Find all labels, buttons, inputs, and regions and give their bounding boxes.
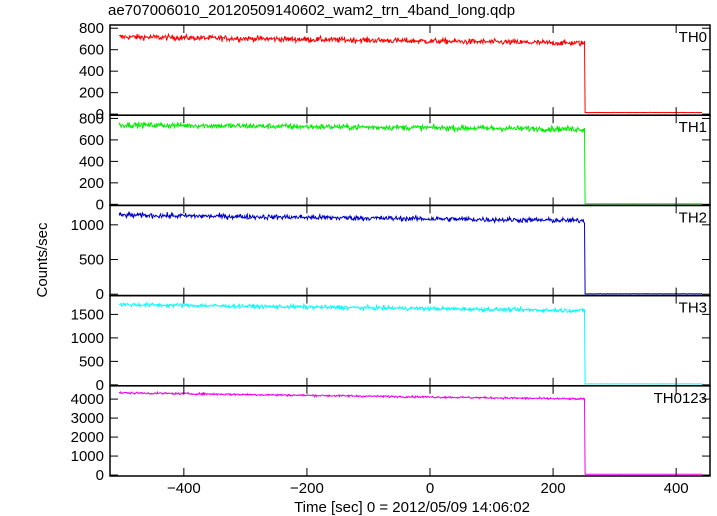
y-tick-label: 800 [79, 20, 104, 37]
y-tick-label: 0 [96, 106, 104, 123]
panel-th0123: 0 1000 2000 3000 4000 TH0123 [71, 385, 711, 484]
y-tick-label: 200 [79, 85, 104, 102]
y-tick-label: 0 [96, 196, 104, 213]
y-tick-label: 0 [96, 377, 104, 394]
series-line-th2 [118, 211, 703, 295]
y-tick-label: 3000 [71, 410, 104, 427]
y-tick-label: 1500 [71, 306, 104, 323]
x-axis: −400 −200 0 200 400 [167, 480, 689, 497]
panel-th2: 0 500 1000 TH2 [71, 204, 711, 303]
panel-th1: 0 200 400 600 800 TH1 [79, 110, 711, 213]
panel-th0: 0 200 400 600 800 TH0 [79, 20, 711, 123]
x-axis-label: Time [sec] 0 = 2012/05/09 14:06:02 [294, 499, 530, 516]
y-tick-label: 1000 [71, 330, 104, 347]
y-tick-label: 2000 [71, 429, 104, 446]
y-tick-label: 1000 [71, 217, 104, 234]
x-tick-label: 200 [541, 480, 566, 497]
y-axis-label: Counts/sec [34, 222, 51, 298]
y-tick-label: 400 [79, 153, 104, 170]
y-tick-label: 800 [79, 110, 104, 127]
series-line-th3 [118, 301, 703, 385]
x-tick-label: 0 [426, 480, 434, 497]
y-tick-label: 0 [96, 467, 104, 484]
series-line-th1 [118, 121, 702, 205]
panel-label-th0: TH0 [679, 29, 707, 46]
y-tick-label: 400 [79, 63, 104, 80]
panel-th3: 0 500 1000 1500 TH3 [71, 294, 711, 394]
panels-group: 0 200 400 600 800 TH0 0 200 400 600 800 TH1 0 500 1000… [71, 20, 711, 484]
y-tick-label: 4000 [71, 391, 104, 408]
series-line-th0 [118, 32, 702, 114]
panel-frame [109, 385, 711, 477]
y-tick-label: 600 [79, 132, 104, 149]
panel-label-th0123: TH0123 [654, 390, 707, 407]
panel-label-th1: TH1 [679, 119, 707, 136]
x-tick-label: −400 [167, 480, 201, 497]
x-tick-label: 400 [664, 480, 689, 497]
series-line-th0123 [118, 390, 702, 475]
y-tick-label: 200 [79, 175, 104, 192]
y-tick-label: 500 [79, 353, 104, 370]
x-tick-label: −200 [290, 480, 324, 497]
y-tick-label: 600 [79, 42, 104, 59]
y-tick-label: 500 [79, 252, 104, 269]
panel-label-th2: TH2 [679, 209, 707, 226]
panel-label-th3: TH3 [679, 300, 707, 317]
y-tick-label: 0 [96, 286, 104, 303]
chart-title: ae707006010_20120509140602_wam2_trn_4ban… [108, 2, 516, 19]
y-tick-label: 1000 [71, 448, 104, 465]
